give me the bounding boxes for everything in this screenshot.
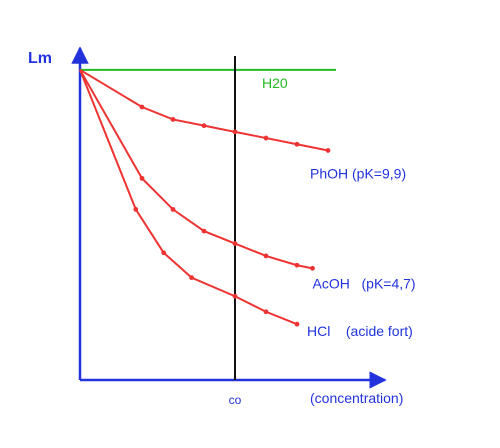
h2o-label: H20 bbox=[262, 75, 288, 91]
series-2-point bbox=[133, 206, 139, 212]
series-0-label: PhOH (pK=9,9) bbox=[310, 165, 406, 181]
series-line-1 bbox=[79, 69, 313, 270]
y-axis-label: Lm bbox=[28, 50, 52, 67]
series-layer: PhOH (pK=9,9) AcOH (pK=4,7) HCl (acide for… bbox=[79, 68, 416, 339]
series-1-label: AcOH (pK=4,7) bbox=[313, 275, 416, 291]
series-0-point bbox=[263, 135, 269, 141]
series-1-point bbox=[201, 228, 207, 234]
series-line-0 bbox=[79, 68, 329, 152]
series-2-point bbox=[294, 321, 300, 327]
series-0-point bbox=[139, 104, 145, 110]
series-0-point bbox=[170, 117, 176, 122]
series-0-point bbox=[232, 129, 238, 135]
series-1-point bbox=[263, 253, 269, 259]
series-1-point bbox=[294, 262, 300, 268]
series-0-point bbox=[201, 123, 207, 129]
series-0-point bbox=[294, 141, 300, 147]
series-1-point bbox=[170, 206, 176, 212]
series-2-point bbox=[189, 275, 195, 281]
series-1-point bbox=[139, 175, 145, 181]
series-2-point bbox=[232, 293, 238, 299]
series-2-point bbox=[263, 309, 269, 315]
series-1-point bbox=[310, 265, 315, 271]
x-axis-label: (concentration) bbox=[310, 390, 403, 406]
series-1-point bbox=[232, 241, 238, 246]
series-2-point bbox=[161, 250, 167, 256]
series-line-2 bbox=[79, 69, 298, 326]
series-2-label: HCl (acide fort) bbox=[307, 323, 413, 339]
series-0-point bbox=[325, 148, 331, 153]
concentration-marker-label: co bbox=[229, 393, 242, 407]
